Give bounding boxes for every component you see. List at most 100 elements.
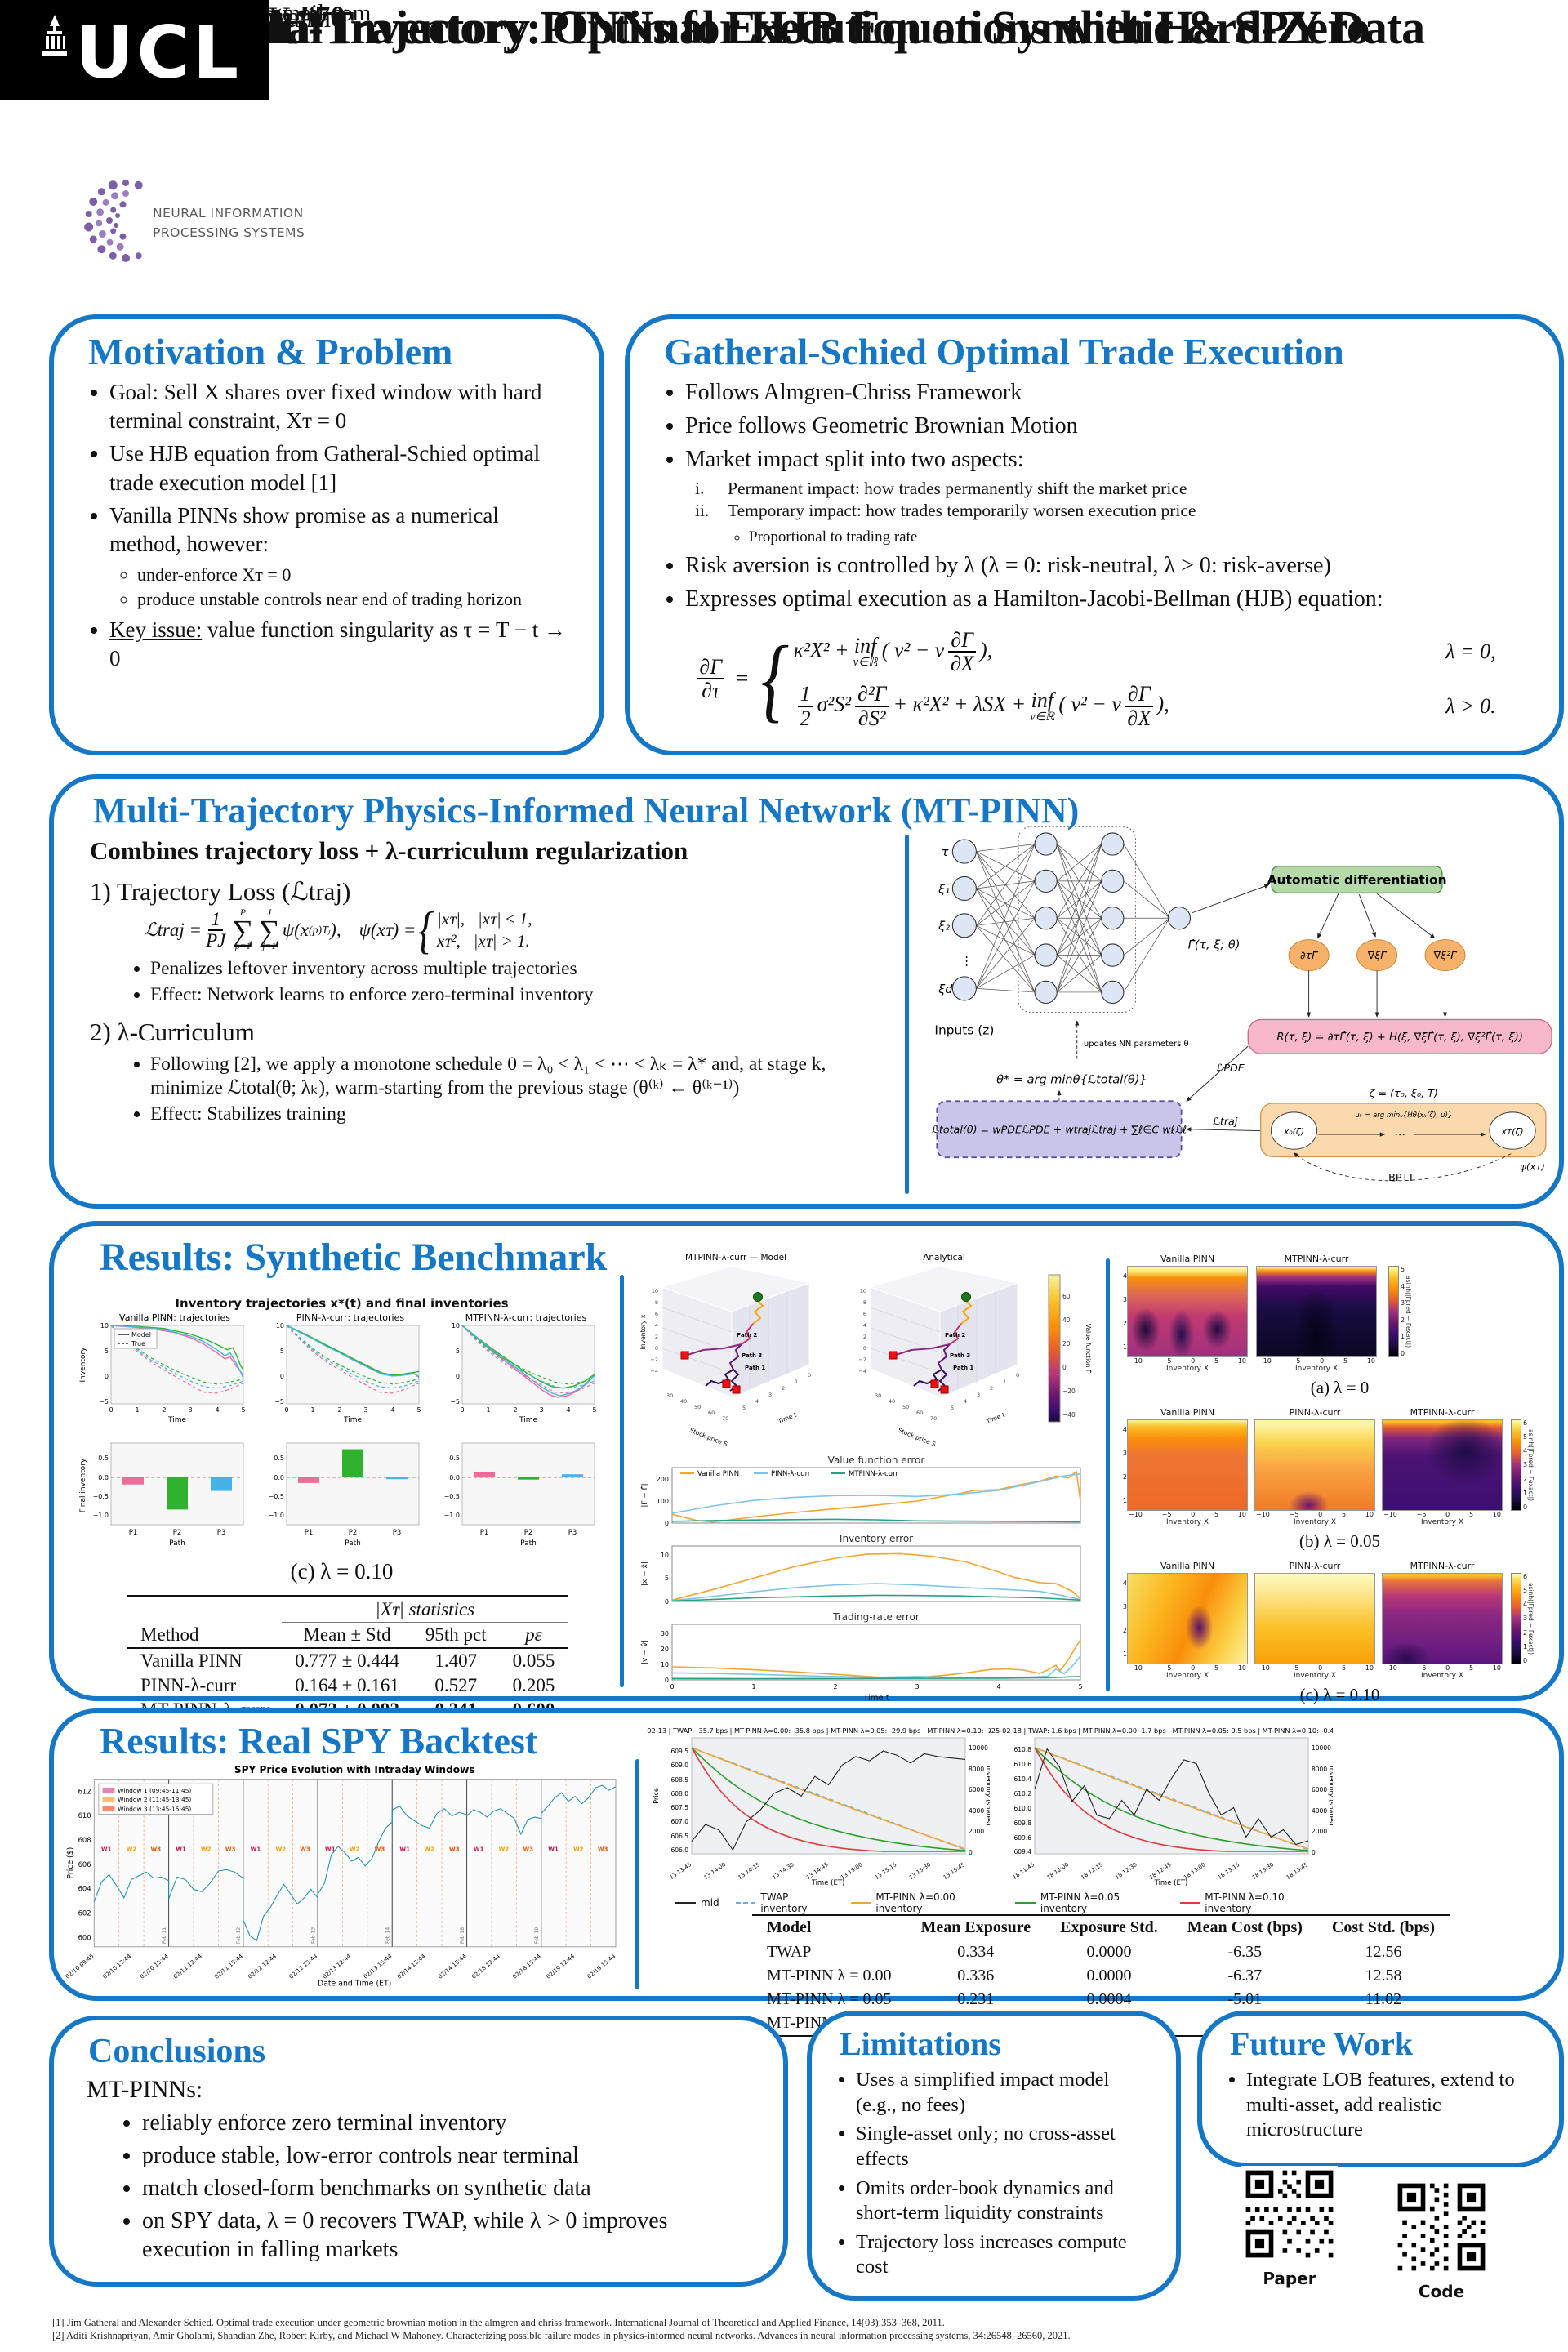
mtpinn-item2-title: 2) λ-Curriculum bbox=[90, 1017, 255, 1046]
ucl-wordmark: UCL bbox=[75, 11, 242, 95]
x-label: Path bbox=[169, 1539, 185, 1548]
svg-text:0: 0 bbox=[280, 1373, 284, 1380]
svg-text:30: 30 bbox=[661, 1630, 669, 1637]
xt-statistics-table: |Xᴛ| statistics Method Mean ± Std 95th pct… bbox=[127, 1595, 568, 1725]
inventory-l010 bbox=[1034, 1747, 1308, 1852]
svg-text:W2: W2 bbox=[201, 1846, 212, 1852]
svg-text:5: 5 bbox=[1078, 1683, 1082, 1690]
svg-text:0.0: 0.0 bbox=[98, 1474, 109, 1481]
subplot-title: PINN-λ-curr: trajectories bbox=[296, 1312, 405, 1323]
plot3d-ticks: 10 8 6 4 2 0 −2 −4 30 40 50 60 70 0 1 2 3 4 5 bbox=[650, 1288, 811, 1422]
gatheral-heading: Gatheral-Schied Optimal Trade Execution bbox=[664, 331, 1344, 372]
svg-text:6: 6 bbox=[863, 1311, 866, 1317]
svg-text:02/12 15:44: 02/12 15:44 bbox=[288, 1953, 319, 1980]
svg-text:5: 5 bbox=[742, 1405, 746, 1411]
svg-text:610.8: 610.8 bbox=[1014, 1746, 1032, 1753]
bars bbox=[122, 1477, 232, 1510]
svg-text:5: 5 bbox=[456, 1348, 460, 1355]
svg-text:Path 2: Path 2 bbox=[737, 1332, 757, 1339]
svg-text:1: 1 bbox=[135, 1406, 139, 1414]
bullet: Price follows Geometric Brownian Motion bbox=[685, 412, 1531, 441]
inventory-l000 bbox=[1034, 1747, 1309, 1850]
svg-text:612: 612 bbox=[78, 1787, 91, 1795]
conclusions-intro: MT-PINNs: bbox=[87, 2076, 203, 2104]
svg-text:Feb 18: Feb 18 bbox=[460, 1927, 466, 1944]
y-ticks: 609.5 609.0 608.5 608.0 607.5 607.0 606.5 606.0 bbox=[671, 1748, 689, 1854]
paper-qr-code bbox=[1241, 2166, 1338, 2262]
synthetic-divider-1 bbox=[620, 1275, 624, 1687]
references: [1] Jim Gatheral and Alexander Schied. O… bbox=[52, 2316, 1228, 2343]
x-label: Time (ET) bbox=[811, 1879, 845, 1887]
svg-text:−0.5: −0.5 bbox=[444, 1493, 460, 1500]
spy-price-chart: SPY Price Evolution with Intraday Window… bbox=[65, 1764, 617, 1988]
svg-text:02/18 12:44: 02/18 12:44 bbox=[470, 1953, 501, 1980]
svg-text:⋮: ⋮ bbox=[960, 955, 973, 968]
svg-text:609.8: 609.8 bbox=[1014, 1820, 1032, 1827]
y-ticks: 610.8 610.6 610.4 610.2 610.0 609.8 609.6 609.4 bbox=[1014, 1746, 1032, 1855]
svg-text:10: 10 bbox=[652, 1288, 658, 1294]
svg-text:606.0: 606.0 bbox=[671, 1846, 689, 1854]
svg-text:4: 4 bbox=[566, 1406, 570, 1414]
plot3d-analytical: Analytical bbox=[858, 1253, 1019, 1446]
svg-text:5: 5 bbox=[280, 1348, 284, 1355]
svg-text:ξd: ξd bbox=[938, 983, 953, 996]
svg-text:∇ξΓ̂: ∇ξΓ̂ bbox=[1367, 949, 1388, 961]
y-label: Price bbox=[653, 1788, 660, 1804]
svg-text:0: 0 bbox=[863, 1345, 866, 1352]
plot3d-colorbar: 60 40 20 0 −20 −40 Value function Γ̂ bbox=[1048, 1274, 1092, 1423]
bullet: Market impact split into two aspects: i.… bbox=[685, 445, 1531, 547]
zeta-label: ζ = (τ₀, ξ₀, T) bbox=[1369, 1087, 1438, 1099]
legend: Vanilla PINN PINN-λ-curr MTPINN-λ-curr bbox=[680, 1470, 898, 1478]
svg-text:0: 0 bbox=[969, 1849, 973, 1856]
svg-text:606.5: 606.5 bbox=[671, 1833, 689, 1840]
x-ticks: 13 13:45 13 14:00 13 14:15 13 14:30 13 1… bbox=[669, 1861, 966, 1881]
svg-text:W2: W2 bbox=[350, 1846, 360, 1852]
svg-text:2: 2 bbox=[337, 1406, 341, 1414]
plot3d-ticks: 10 8 6 4 2 0 −2 −4 30 40 50 60 70 0 1 2 3 4 5 bbox=[858, 1288, 1019, 1422]
subplot-title: MTPINN-λ-curr: trajectories bbox=[466, 1312, 587, 1323]
svg-text:−40: −40 bbox=[1062, 1411, 1076, 1419]
svg-text:x₀(ζ): x₀(ζ) bbox=[1283, 1126, 1304, 1137]
bullet: on SPY data, λ = 0 recovers TWAP, while … bbox=[142, 2207, 755, 2264]
svg-text:P1: P1 bbox=[129, 1529, 138, 1537]
svg-text:−0.5: −0.5 bbox=[269, 1493, 284, 1500]
nn-output-label: Γ̂(τ, ξ; θ) bbox=[1188, 938, 1241, 951]
bars bbox=[474, 1472, 583, 1480]
synthetic-divider-2 bbox=[1106, 1258, 1110, 1691]
svg-text:13 14:00: 13 14:00 bbox=[703, 1861, 727, 1881]
svg-text:W3: W3 bbox=[151, 1846, 162, 1852]
bullet: Omits order-book dynamics and short-term… bbox=[856, 2176, 1155, 2226]
svg-text:8: 8 bbox=[863, 1299, 866, 1306]
svg-text:0.0: 0.0 bbox=[274, 1474, 284, 1481]
bullet: match closed-form benchmarks on syntheti… bbox=[142, 2174, 755, 2203]
svg-text:100: 100 bbox=[657, 1498, 669, 1505]
heatmap-mtpinn-l0 bbox=[1256, 1266, 1377, 1357]
svg-text:02/19 15:44: 02/19 15:44 bbox=[586, 1953, 617, 1980]
autodiff-arrows bbox=[1306, 893, 1448, 1018]
trajectory-box bbox=[1259, 1102, 1547, 1157]
true-lines bbox=[286, 1325, 420, 1394]
svg-text:610.2: 610.2 bbox=[1014, 1790, 1032, 1797]
svg-text:−5: −5 bbox=[450, 1398, 460, 1405]
svg-text:4: 4 bbox=[390, 1406, 394, 1414]
total-loss-eq: ℒtotal(θ) = wPDEℒPDE + wtrajℒtraj + ∑ℓ∈C… bbox=[932, 1123, 1187, 1135]
svg-text:3: 3 bbox=[539, 1406, 543, 1414]
svg-text:W2: W2 bbox=[424, 1846, 434, 1852]
svg-text:606: 606 bbox=[78, 1860, 91, 1869]
spy-divider bbox=[635, 1759, 639, 1989]
svg-text:8: 8 bbox=[655, 1299, 658, 1306]
bullet: Goal: Sell X shares over fixed window wi… bbox=[109, 378, 572, 435]
heatmap-vanilla-l010 bbox=[1127, 1573, 1248, 1664]
bullet: Use HJB equation from Gatheral-Schied op… bbox=[109, 439, 572, 497]
ucl-building-icon bbox=[42, 15, 67, 56]
svg-text:02/13 15:44: 02/13 15:44 bbox=[363, 1953, 394, 1980]
updates-label: updates NN parameters θ bbox=[1084, 1040, 1189, 1049]
bullet: Penalizes leftover inventory across mult… bbox=[150, 958, 862, 980]
axis-price: Stock price S bbox=[688, 1427, 728, 1446]
legend: Model True bbox=[114, 1328, 158, 1349]
